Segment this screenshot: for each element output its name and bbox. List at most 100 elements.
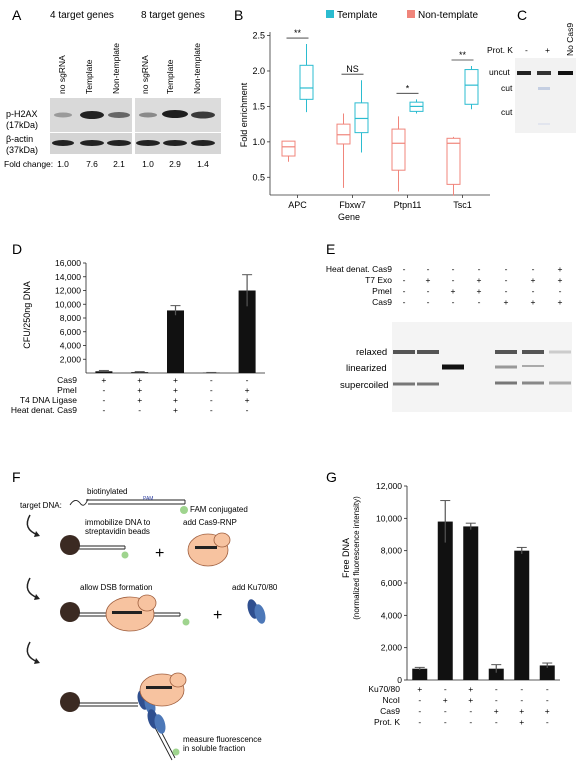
- bar: [167, 310, 184, 373]
- y-axis-label-sub: (normalized fluorescence intensity): [352, 496, 361, 620]
- condition-sign: -: [403, 286, 406, 296]
- condition-sign: +: [477, 275, 482, 285]
- row1-label: p-H2AX: [6, 109, 38, 119]
- y-tick-label: 1.5: [252, 101, 265, 111]
- step1b-label: streptavidin beads: [85, 527, 150, 536]
- condition-sign: -: [546, 684, 549, 694]
- bar: [437, 521, 453, 680]
- biotinylated-label: biotinylated: [87, 487, 127, 496]
- y-tick-label: 10,000: [376, 513, 402, 523]
- y-tick-label: 6,000: [381, 578, 403, 588]
- cut-label: cut: [501, 107, 513, 117]
- fam-dot: [180, 506, 188, 514]
- condition-label: Cas9: [380, 706, 400, 716]
- condition-sign: +: [558, 264, 563, 274]
- gel-band: [549, 350, 571, 354]
- panel-e: E Heat denat. Cas9- - - - - - +T7 Exo - + - + - + +Pm…: [326, 241, 572, 412]
- condition-sign: +: [531, 275, 536, 285]
- condition-sign: -: [210, 405, 213, 415]
- condition-sign: -: [403, 275, 406, 285]
- legend-swatch-template: [326, 10, 334, 18]
- fam-dot: [172, 748, 180, 756]
- cas9-rnp-icon: [187, 532, 231, 567]
- condition-sign: +: [519, 717, 524, 727]
- y-tick-label: 2.0: [252, 66, 265, 76]
- gel-band: [522, 381, 544, 385]
- bar-chart: 2,000 4,000 6,000 8,000 10,000 12,000 14,000 16…: [55, 258, 265, 374]
- condition-sign: +: [137, 375, 142, 385]
- fold-value: 1.4: [197, 159, 209, 169]
- box: [336, 123, 351, 145]
- condition-sign: -: [102, 385, 105, 395]
- condition-sign: -: [546, 695, 549, 705]
- fam-dot: [121, 551, 129, 559]
- lane-label: Template: [84, 59, 94, 94]
- pam-label: PAM: [143, 496, 153, 502]
- target-dna-strand: [69, 498, 186, 506]
- condition-sign: +: [245, 395, 250, 405]
- condition-sign: -: [520, 695, 523, 705]
- condition-sign: -: [246, 405, 249, 415]
- condition-label: Prot. K: [374, 717, 400, 727]
- box: [464, 69, 479, 105]
- streptavidin-bead: [60, 602, 80, 622]
- condition-sign: -: [469, 717, 472, 727]
- condition-sign: +: [426, 275, 431, 285]
- y-tick-label: 8,000: [381, 546, 403, 556]
- step3-label: measure fluorescence: [183, 735, 262, 744]
- condition-sign: -: [495, 695, 498, 705]
- condition-sign: +: [137, 385, 142, 395]
- condition-sign: -: [452, 264, 455, 274]
- gel-band: [495, 381, 517, 385]
- band: [136, 140, 160, 146]
- condition-sign: -: [102, 395, 105, 405]
- fold-value: 2.9: [169, 159, 181, 169]
- y-tick-label: 12,000: [376, 481, 402, 491]
- condition-label: PmeI: [372, 286, 392, 296]
- x-tick-label: Tsc1: [453, 200, 472, 210]
- condition-sign: -: [478, 264, 481, 274]
- condition-sign: -: [505, 286, 508, 296]
- condition-label: Heat denat. Cas9: [326, 264, 392, 274]
- legend-template: Template: [337, 10, 378, 21]
- condition-sign: +: [451, 286, 456, 296]
- condition-sign: -: [495, 684, 498, 694]
- bar: [514, 550, 530, 680]
- box: [299, 64, 314, 100]
- significance-label: NS: [346, 64, 359, 74]
- x-axis-label: Gene: [338, 212, 360, 222]
- lane-label: Non-template: [192, 43, 202, 94]
- y-axis-label: Fold enrichment: [239, 82, 249, 147]
- condition-sign: -: [427, 286, 430, 296]
- bar: [463, 526, 479, 680]
- condition-table: Ku70/80 + - + - - -NcoI - + + - - -Cas9- - - + + +Prot. K…: [368, 684, 549, 727]
- condition-sign: -: [532, 264, 535, 274]
- band: [80, 111, 104, 119]
- condition-sign: -: [559, 286, 562, 296]
- gel-band: [495, 365, 517, 369]
- band: [537, 71, 551, 75]
- y-tick-label: 2.5: [252, 31, 265, 41]
- panel-b-letter: B: [234, 7, 243, 23]
- prot-k-label: Prot. K: [487, 45, 513, 55]
- condition-sign: -: [210, 375, 213, 385]
- band: [538, 123, 550, 125]
- panel-c-letter: C: [517, 7, 527, 23]
- row1-sub: (17kDa): [6, 120, 38, 130]
- y-axis-label: CFU/250ng DNA: [22, 281, 32, 349]
- panel-f: F target DNA: biotinylated PAM FAM conju…: [12, 469, 278, 761]
- condition-sign: -: [210, 385, 213, 395]
- panel-d-letter: D: [12, 241, 22, 257]
- band: [54, 112, 72, 118]
- condition-sign: +: [519, 706, 524, 716]
- band: [107, 140, 131, 146]
- condition-sign: -: [505, 275, 508, 285]
- gel-image: [515, 58, 576, 133]
- condition-sign: +: [531, 297, 536, 307]
- condition-sign: +: [545, 706, 550, 716]
- condition-sign: -: [452, 275, 455, 285]
- box: [281, 140, 296, 157]
- y-tick-label: 6,000: [60, 327, 82, 337]
